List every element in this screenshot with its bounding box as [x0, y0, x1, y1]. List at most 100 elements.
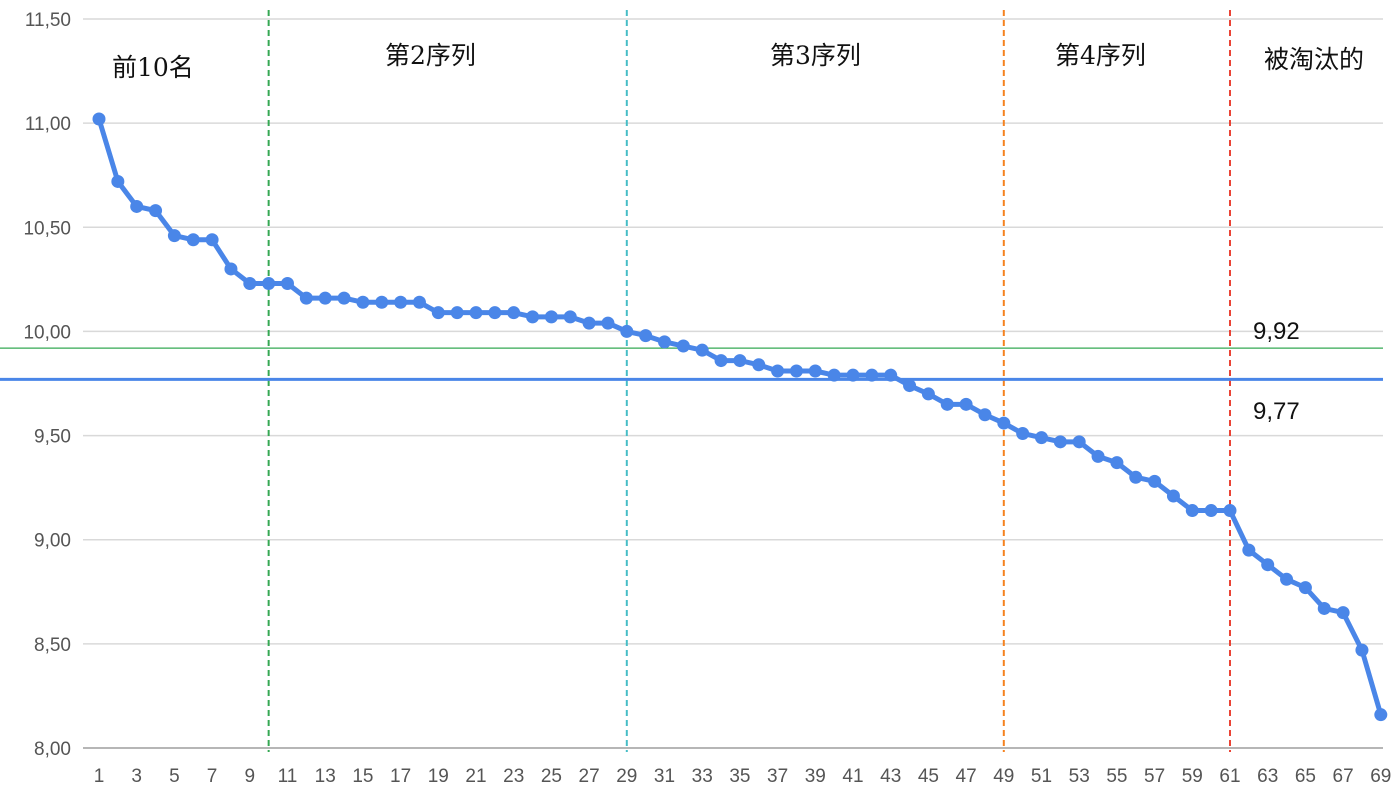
x-tick-label: 57 [1144, 766, 1165, 787]
y-tick-label: 9,00 [34, 531, 71, 552]
x-tick-label: 13 [315, 766, 336, 787]
data-point [846, 368, 860, 382]
y-axis: 8,00 8,50 9,00 9,50 10,00 10,50 11,00 11,50 [23, 10, 71, 760]
segment-label-eliminated: 被淘汰的 [1264, 45, 1364, 74]
data-point [620, 324, 634, 338]
x-tick-label: 51 [1031, 766, 1052, 787]
x-tick-label: 1 [94, 766, 105, 787]
x-tick-label: 25 [541, 766, 562, 787]
y-tick-label: 11,00 [25, 114, 71, 135]
x-tick-label: 59 [1182, 766, 1203, 787]
data-point [92, 112, 106, 126]
segment-label-top10: 前10名 [112, 53, 194, 82]
segment-label-tier4: 第4序列 [1055, 41, 1146, 70]
x-tick-label: 3 [131, 766, 142, 787]
x-tick-label: 49 [993, 766, 1014, 787]
segment-label-tier3: 第3序列 [770, 41, 861, 70]
data-point [186, 233, 200, 247]
data-point [1091, 449, 1105, 463]
x-tick-label: 19 [428, 766, 449, 787]
data-point [1317, 601, 1331, 615]
data-point [695, 343, 709, 357]
segment-label-tier2: 第2序列 [385, 41, 476, 70]
data-point [978, 408, 992, 422]
data-point [1166, 489, 1180, 503]
data-point [1242, 543, 1256, 557]
y-tick-label: 9,50 [34, 427, 71, 448]
x-tick-label: 9 [245, 766, 256, 787]
data-point [903, 379, 917, 393]
data-point [412, 295, 426, 309]
data-point [1374, 708, 1388, 722]
segment-labels: 前10名 第2序列 第3序列 第4序列 被淘汰的 9,92 9,77 [112, 41, 1364, 425]
x-tick-label: 43 [880, 766, 901, 787]
data-point [1355, 643, 1369, 657]
x-tick-label: 47 [956, 766, 977, 787]
reference-label-lower: 9,77 [1253, 398, 1300, 425]
data-point [394, 295, 408, 309]
x-tick-label: 15 [352, 766, 373, 787]
data-point [450, 306, 464, 320]
x-tick-label: 65 [1295, 766, 1316, 787]
x-tick-label: 27 [579, 766, 600, 787]
data-point [808, 364, 822, 378]
data-point [658, 335, 671, 349]
x-tick-label: 5 [169, 766, 180, 787]
x-tick-label: 7 [207, 766, 218, 787]
grid-lines [83, 18, 1383, 749]
data-point [676, 339, 690, 353]
data-point [1336, 606, 1350, 620]
x-tick-label: 31 [654, 766, 675, 787]
data-point [205, 233, 219, 247]
x-tick-label: 41 [842, 766, 863, 787]
data-point [243, 277, 257, 291]
y-tick-label: 10,00 [23, 322, 71, 343]
segment-dividers [267, 10, 1231, 752]
x-tick-label: 39 [805, 766, 826, 787]
x-axis: 1 3 5 7 9 11 13 15 17 19 21 23 25 27 29 31 33 35 37 39 41 43 4… [94, 766, 1392, 787]
data-point [167, 229, 181, 243]
data-point [997, 416, 1011, 430]
x-tick-label: 45 [918, 766, 939, 787]
x-tick-label: 21 [465, 766, 486, 787]
y-tick-label: 11,50 [25, 10, 71, 31]
data-point [1110, 456, 1124, 470]
data-point [544, 310, 558, 324]
data-point [1204, 504, 1218, 518]
reference-lines [0, 347, 1383, 381]
x-tick-label: 67 [1333, 766, 1354, 787]
data-point [262, 277, 276, 291]
data-point [149, 204, 163, 218]
x-tick-label: 33 [692, 766, 713, 787]
data-point [281, 277, 294, 291]
x-tick-label: 23 [503, 766, 524, 787]
data-point [1072, 435, 1086, 449]
data-point [733, 354, 747, 368]
data-point [1298, 581, 1312, 595]
data-point [714, 354, 728, 368]
data-point [299, 291, 313, 305]
data-point [789, 364, 803, 378]
x-tick-label: 63 [1257, 766, 1278, 787]
data-point [921, 387, 935, 401]
data-point [1053, 435, 1067, 449]
y-tick-label: 10,50 [23, 218, 71, 239]
data-point [940, 397, 954, 411]
x-tick-label: 61 [1219, 766, 1240, 787]
data-point [130, 199, 144, 213]
x-tick-label: 55 [1106, 766, 1127, 787]
x-tick-label: 11 [278, 766, 298, 787]
data-point [1280, 572, 1294, 586]
data-point [507, 306, 521, 320]
data-point [431, 306, 445, 320]
data-point [469, 306, 483, 320]
series-line [96, 116, 1384, 718]
y-tick-label: 8,50 [34, 635, 71, 656]
x-tick-label: 35 [729, 766, 750, 787]
data-point [827, 368, 841, 382]
data-point [1223, 504, 1237, 518]
data-point [1016, 426, 1030, 440]
x-tick-label: 53 [1069, 766, 1090, 787]
x-tick-label: 37 [767, 766, 788, 787]
data-point [375, 295, 389, 309]
